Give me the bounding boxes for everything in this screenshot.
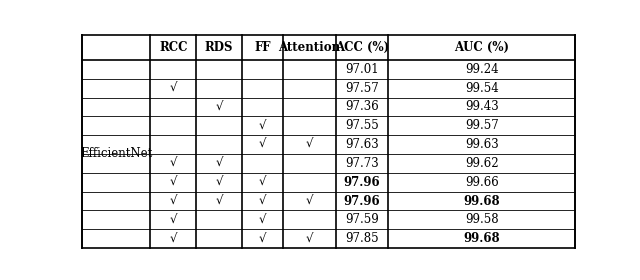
Text: 97.63: 97.63 [345,138,379,151]
Text: AUC (%): AUC (%) [454,41,509,54]
Text: √: √ [170,195,177,207]
Text: Attention: Attention [278,41,340,54]
Text: √: √ [216,195,223,207]
Text: √: √ [259,232,266,245]
Text: √: √ [170,232,177,245]
Text: RCC: RCC [159,41,188,54]
Text: FF: FF [254,41,271,54]
Text: 99.58: 99.58 [465,213,499,227]
Text: 99.66: 99.66 [465,176,499,189]
Text: 97.59: 97.59 [345,213,379,227]
Text: √: √ [170,81,177,95]
Text: 99.68: 99.68 [463,195,500,207]
Text: √: √ [259,195,266,207]
Text: 99.43: 99.43 [465,101,499,113]
Text: 99.62: 99.62 [465,157,499,170]
Text: √: √ [305,195,313,207]
Text: 97.96: 97.96 [344,176,380,189]
Text: 99.68: 99.68 [463,232,500,245]
Text: 99.24: 99.24 [465,63,499,76]
Text: 97.36: 97.36 [345,101,379,113]
Text: 99.63: 99.63 [465,138,499,151]
Text: √: √ [305,232,313,245]
Text: √: √ [216,157,223,170]
Text: √: √ [216,176,223,189]
Text: 97.73: 97.73 [345,157,379,170]
Text: 99.54: 99.54 [465,81,499,95]
Text: √: √ [259,119,266,132]
Text: 97.57: 97.57 [345,81,379,95]
Text: 97.01: 97.01 [345,63,379,76]
Text: 97.55: 97.55 [345,119,379,132]
Text: ACC (%): ACC (%) [335,41,389,54]
Text: √: √ [259,138,266,151]
Text: EfficientNet: EfficientNet [81,148,152,160]
Text: 97.85: 97.85 [345,232,379,245]
Text: √: √ [259,176,266,189]
Text: √: √ [170,157,177,170]
Text: √: √ [216,101,223,113]
Text: 99.57: 99.57 [465,119,499,132]
Text: 97.96: 97.96 [344,195,380,207]
Text: √: √ [170,176,177,189]
Text: √: √ [305,138,313,151]
Text: √: √ [259,213,266,227]
Text: RDS: RDS [205,41,234,54]
Text: √: √ [170,213,177,227]
